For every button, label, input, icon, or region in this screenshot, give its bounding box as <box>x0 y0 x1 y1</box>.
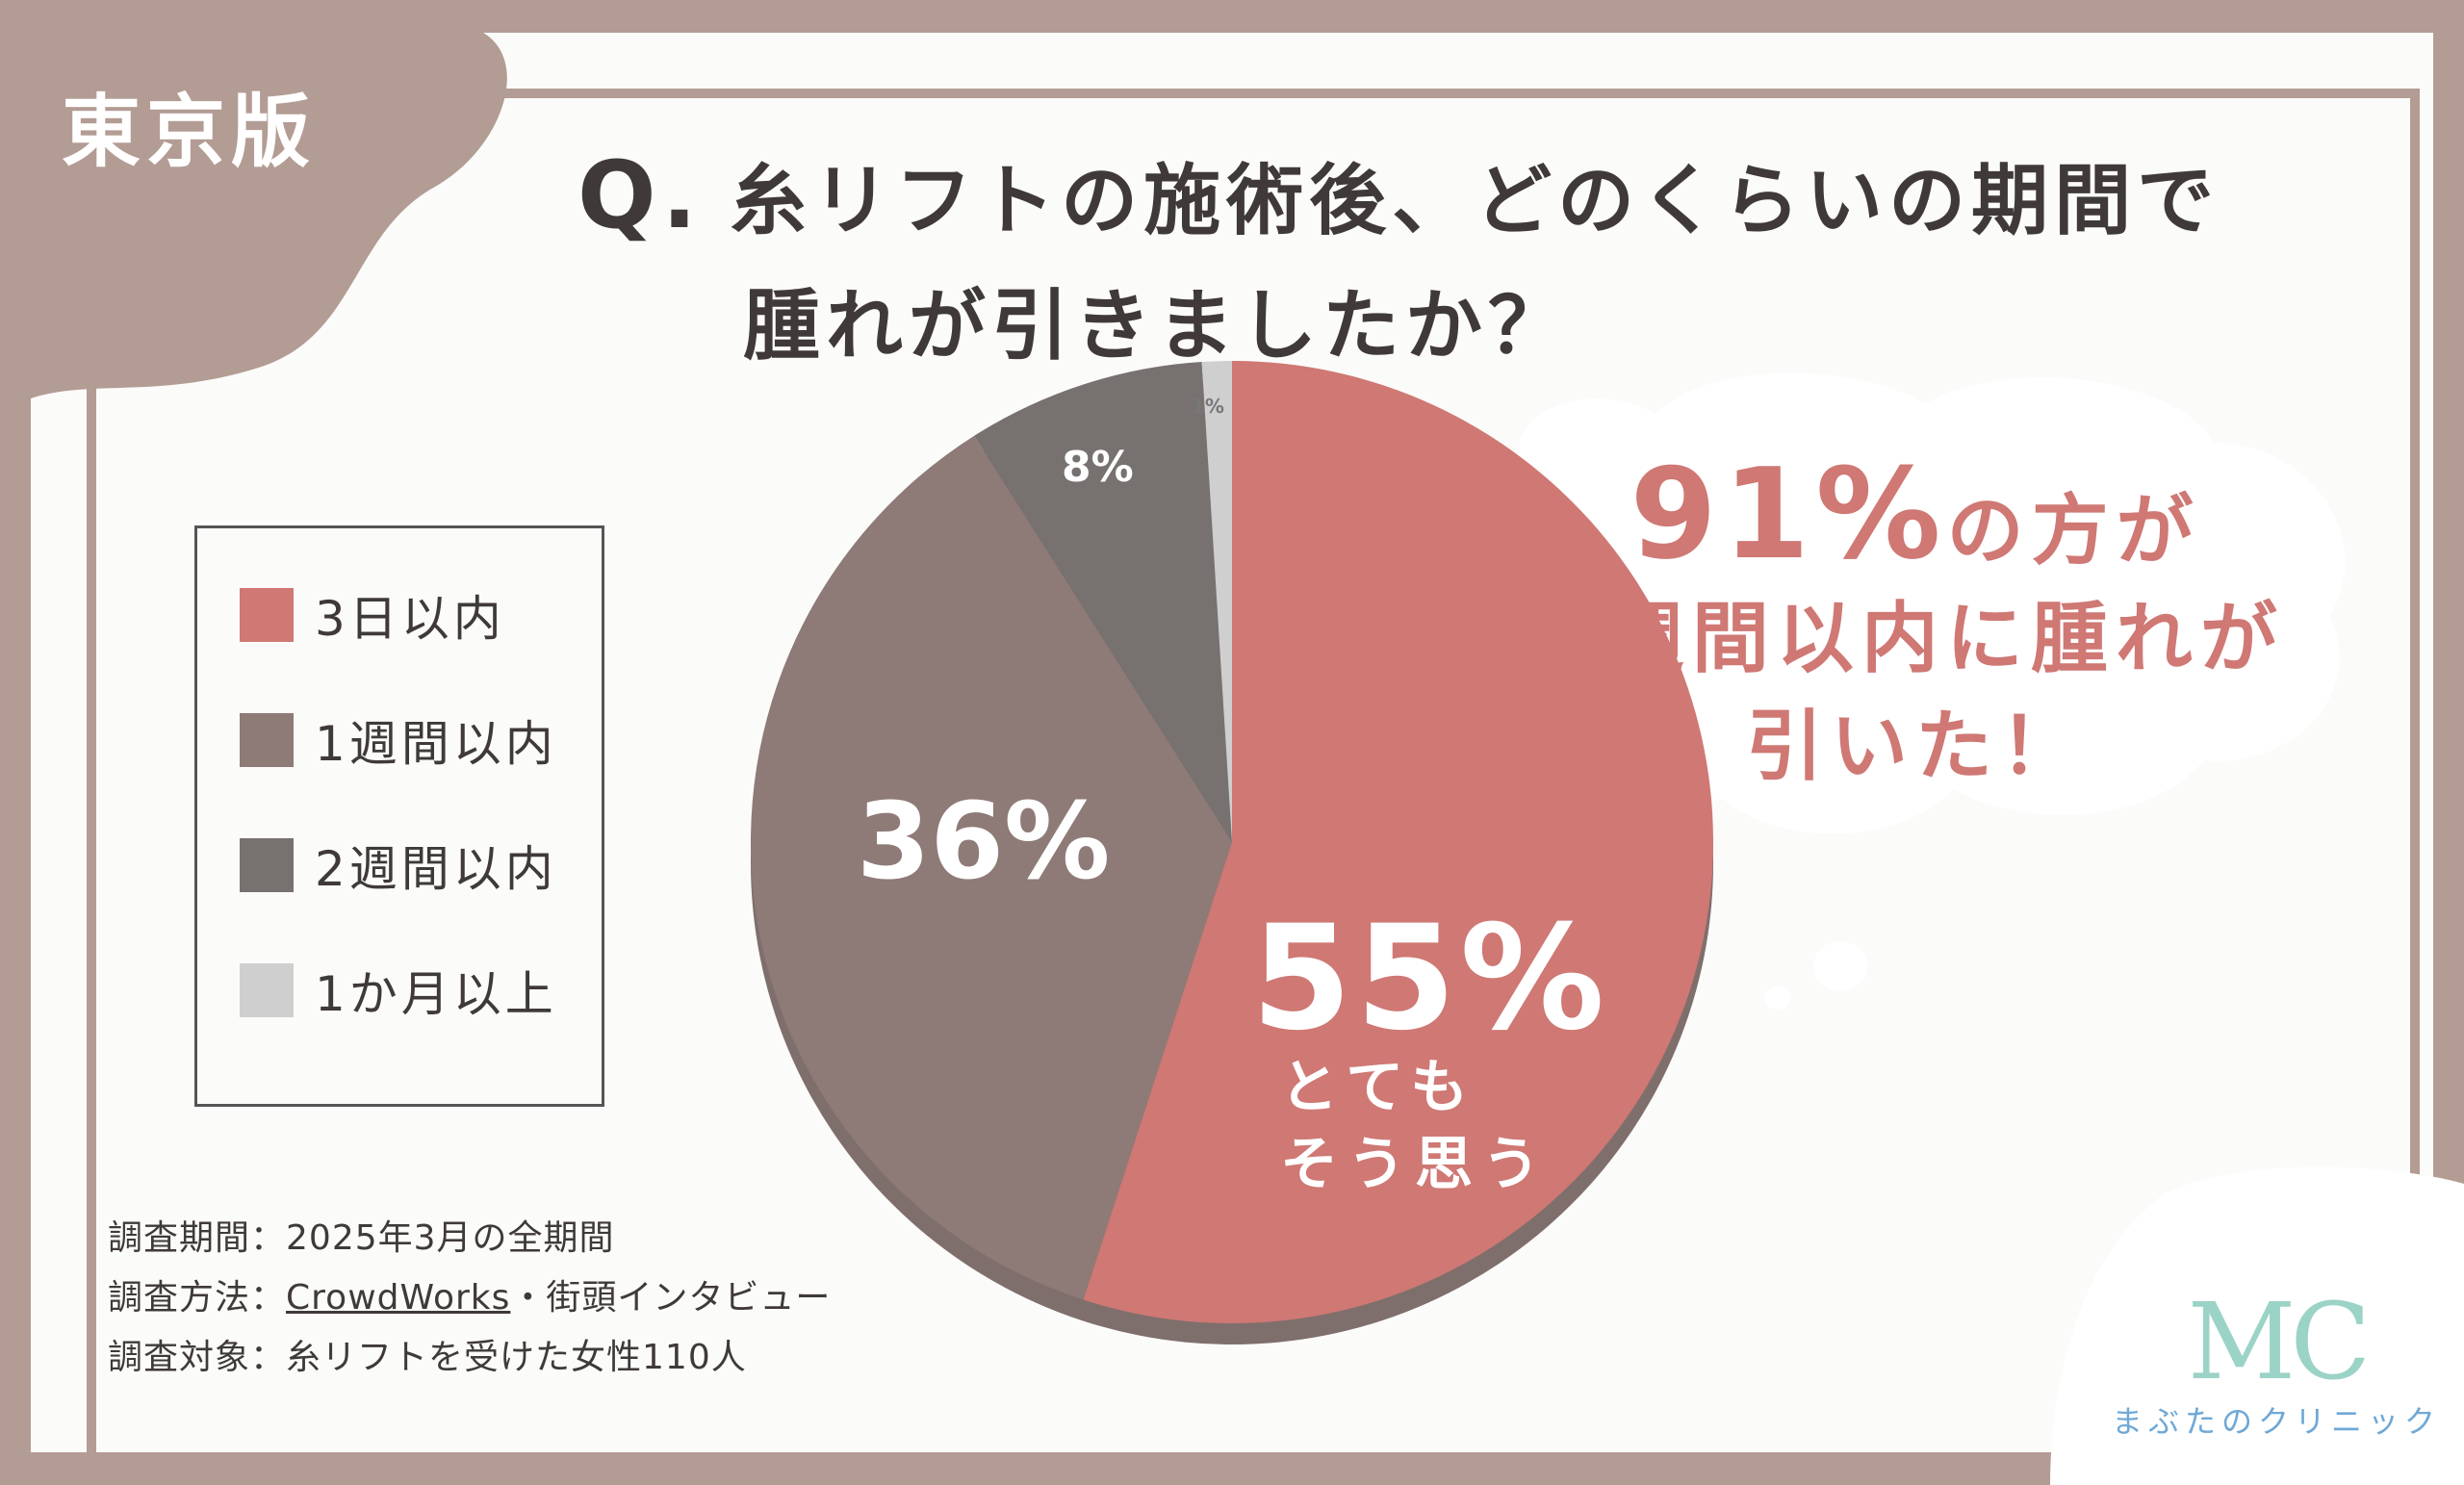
note-period: 調査期間：2025年3月の全期間 <box>108 1218 615 1258</box>
logo-mark: MC <box>2187 1280 2372 1403</box>
legend-item-3days: 3日以内 <box>240 586 505 647</box>
data-label-1: 1% <box>1192 395 1224 418</box>
question-title: Q. 糸リフトの施術後、どのくらいの期間で 腫れが引きましたか？ <box>578 133 2220 389</box>
logo-name: まぶたのクリニック <box>2111 1403 2441 1440</box>
callout-suffix: の方が <box>1946 486 2201 576</box>
pie-slice-1週間以内 <box>750 435 1232 1300</box>
question-marker: Q. <box>578 141 704 249</box>
legend-swatch <box>240 588 294 642</box>
data-label-55: 55% <box>1251 895 1609 1063</box>
legend-label: 1か月以上 <box>315 966 557 1022</box>
legend-label: 2週間以内 <box>315 841 557 897</box>
data-label-8: 8% <box>1062 443 1134 492</box>
speech-bubble <box>1494 372 2346 1010</box>
legend-item-2weeks: 2週間以内 <box>240 836 557 897</box>
title-line-1: 糸リフトの施術後、どのくらいの期間で <box>730 156 2220 245</box>
legend-label: 1週間以内 <box>315 716 557 772</box>
callout-text: 91%の方が 1週間以内に腫れが 引いた！ <box>1482 451 2348 801</box>
legend-label: 3日以内 <box>315 591 505 647</box>
pie-slice-3日以内 <box>1083 361 1714 1323</box>
legend-swatch <box>240 713 294 767</box>
note-method: 調査方法：CrowdWorks・街頭インタビュー <box>108 1278 832 1318</box>
legend: 3日以内 1週間以内 2週間以内 1か月以上 <box>194 525 604 1107</box>
annotation-text: とても そう思う <box>1280 1054 1550 1198</box>
clinic-logo: MC まぶたのクリニック <box>2089 1280 2464 1442</box>
callout-percentage: 91% <box>1630 441 1947 587</box>
legend-swatch <box>240 963 294 1017</box>
legend-item-1month: 1か月以上 <box>240 961 557 1022</box>
legend-swatch <box>240 838 294 892</box>
title-line-2: 腫れが引きましたか？ <box>743 281 1571 371</box>
corner-decoration <box>31 33 507 398</box>
data-label-36: 36% <box>857 780 1111 903</box>
survey-notes: 調査期間：2025年3月の全期間 調査方法：CrowdWorks・街頭インタビュ… <box>108 1209 831 1388</box>
callout-line-3: 引いた！ <box>1746 702 2085 791</box>
callout-line-2: 1週間以内に腫れが <box>1546 594 2285 683</box>
legend-item-1week: 1週間以内 <box>240 711 557 772</box>
card-border <box>87 89 2420 1465</box>
region-tag: 東京版 <box>62 87 317 178</box>
pie-slice-2週間以内 <box>974 361 1232 842</box>
logo-backdrop <box>2050 1166 2464 1485</box>
note-target: 調査対象：糸リフトを受けた女性110人 <box>108 1338 747 1377</box>
pie-slice-1か月以上 <box>1201 361 1232 842</box>
crowdworks-link[interactable]: CrowdWorks <box>286 1278 511 1318</box>
